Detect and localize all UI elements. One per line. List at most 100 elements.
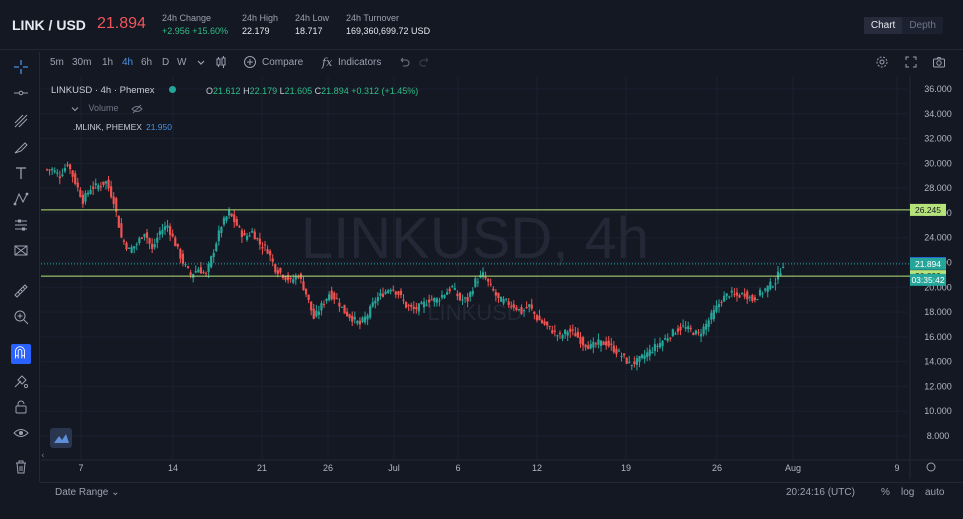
candle-body	[520, 307, 523, 314]
interval-4h[interactable]: 4h	[122, 57, 134, 68]
index-label: .MLINK, PHEMEX	[73, 122, 142, 132]
settings-gear-icon[interactable]	[875, 55, 889, 69]
candle-body	[340, 306, 344, 308]
candle-body	[740, 292, 744, 294]
candle-body	[507, 301, 510, 305]
percent-scale-toggle[interactable]: %	[881, 487, 890, 498]
y-tick-label: 30.000	[924, 158, 952, 168]
pattern-icon[interactable]	[12, 190, 30, 208]
stat-label: 24h High	[242, 13, 279, 23]
candle-body	[204, 272, 208, 274]
zoom-in-icon[interactable]	[12, 308, 30, 326]
candle-body	[653, 344, 656, 352]
candle-body	[769, 281, 772, 290]
interval-w[interactable]: W	[177, 57, 187, 68]
stat-24h-low: 24h Low 18.717	[295, 13, 329, 36]
function-icon[interactable]: fx	[320, 55, 334, 69]
candle-body	[720, 301, 723, 303]
clock-readout[interactable]: 20:24:16 (UTC)	[786, 487, 855, 498]
candle-body	[138, 238, 141, 244]
volume-label: Volume	[88, 103, 119, 113]
stat-value: 169,360,699.72 USD	[346, 26, 431, 36]
date-range-button[interactable]: Date Range ⌄	[55, 487, 120, 498]
fib-tools-icon[interactable]	[12, 112, 30, 130]
undo-icon[interactable]	[397, 55, 411, 69]
candle-body	[258, 238, 261, 245]
indicators-button[interactable]: Indicators	[338, 57, 382, 68]
compare-button[interactable]: Compare	[262, 57, 304, 68]
interval-6h[interactable]: 6h	[141, 57, 153, 68]
eye-hidden-icon[interactable]	[131, 104, 143, 114]
index-legend[interactable]: .MLINK, PHEMEX 21.950	[73, 122, 172, 132]
candle-body	[546, 321, 549, 326]
open-value: 21.612	[213, 86, 241, 96]
candle-body	[517, 309, 521, 311]
chevron-down-icon[interactable]	[70, 104, 80, 114]
candle-body	[107, 179, 110, 189]
candle-body	[615, 348, 618, 354]
y-tick-label: 34.000	[924, 109, 952, 119]
candle-body	[94, 183, 97, 186]
low-value: 21.605	[284, 86, 313, 96]
horizontal-line-icon[interactable]	[12, 84, 30, 102]
candle-body	[705, 323, 708, 330]
stat-24h-turnover: 24h Turnover 169,360,699.72 USD	[346, 13, 430, 36]
candle-body	[540, 320, 544, 324]
fullscreen-icon[interactable]	[904, 55, 918, 69]
low-key: L	[279, 86, 285, 96]
lock-icon[interactable]	[12, 398, 30, 416]
brush-icon[interactable]	[12, 138, 30, 156]
x-tick-label: 26	[712, 463, 722, 473]
candle-style-icon[interactable]	[214, 55, 228, 69]
candle-body	[776, 271, 780, 280]
plus-circle-icon[interactable]	[243, 55, 257, 69]
interval-5m[interactable]: 5m	[50, 57, 64, 68]
tab-depth[interactable]: Depth	[909, 20, 936, 31]
candle-body	[581, 337, 585, 346]
candle-body	[99, 186, 102, 188]
eye-icon[interactable]	[12, 424, 30, 442]
interval-1h[interactable]: 1h	[102, 57, 114, 68]
candle-body	[76, 182, 79, 188]
candle-body	[451, 286, 454, 288]
prediction-icon[interactable]	[12, 216, 30, 234]
candle-body	[471, 290, 474, 295]
trash-icon[interactable]	[12, 458, 30, 476]
tab-chart[interactable]: Chart	[863, 17, 903, 34]
lock-drawing-icon[interactable]	[12, 372, 30, 390]
volume-legend[interactable]: Volume	[70, 103, 143, 114]
camera-icon[interactable]	[932, 55, 946, 69]
candle-body	[392, 289, 395, 291]
pair-title[interactable]: LINK / USD	[12, 17, 86, 33]
interval-30m[interactable]: 30m	[72, 57, 92, 68]
candle-body	[428, 299, 431, 303]
auto-scale-toggle[interactable]: auto	[925, 487, 945, 498]
candle-body	[363, 316, 367, 323]
text-tool-icon[interactable]	[12, 164, 30, 182]
chevron-down-icon[interactable]	[194, 55, 208, 69]
candle-body	[302, 281, 305, 291]
candle-body	[199, 267, 202, 274]
interval-d[interactable]: D	[162, 57, 170, 68]
candle-body	[597, 339, 600, 345]
candle-body	[476, 281, 480, 283]
log-scale-toggle[interactable]: log	[901, 487, 915, 498]
ruler-icon[interactable]	[12, 282, 30, 300]
y-tick-label: 8.000	[927, 431, 950, 441]
candle-body	[561, 335, 564, 339]
candle-body	[494, 291, 497, 296]
candle-body	[623, 353, 626, 356]
candle-body	[153, 244, 156, 248]
magnet-icon[interactable]	[11, 344, 31, 364]
candle-body	[522, 310, 526, 312]
symbol-label[interactable]: LINKUSD · 4h · Phemex	[51, 85, 155, 96]
candle-body	[61, 174, 64, 177]
candle-body	[215, 243, 218, 252]
candle-body	[723, 295, 726, 302]
redo-icon[interactable]	[418, 55, 432, 69]
flag-icon[interactable]	[12, 242, 30, 260]
candle-body	[222, 217, 226, 225]
crosshair-icon[interactable]	[12, 58, 30, 76]
candle-body	[689, 327, 692, 330]
